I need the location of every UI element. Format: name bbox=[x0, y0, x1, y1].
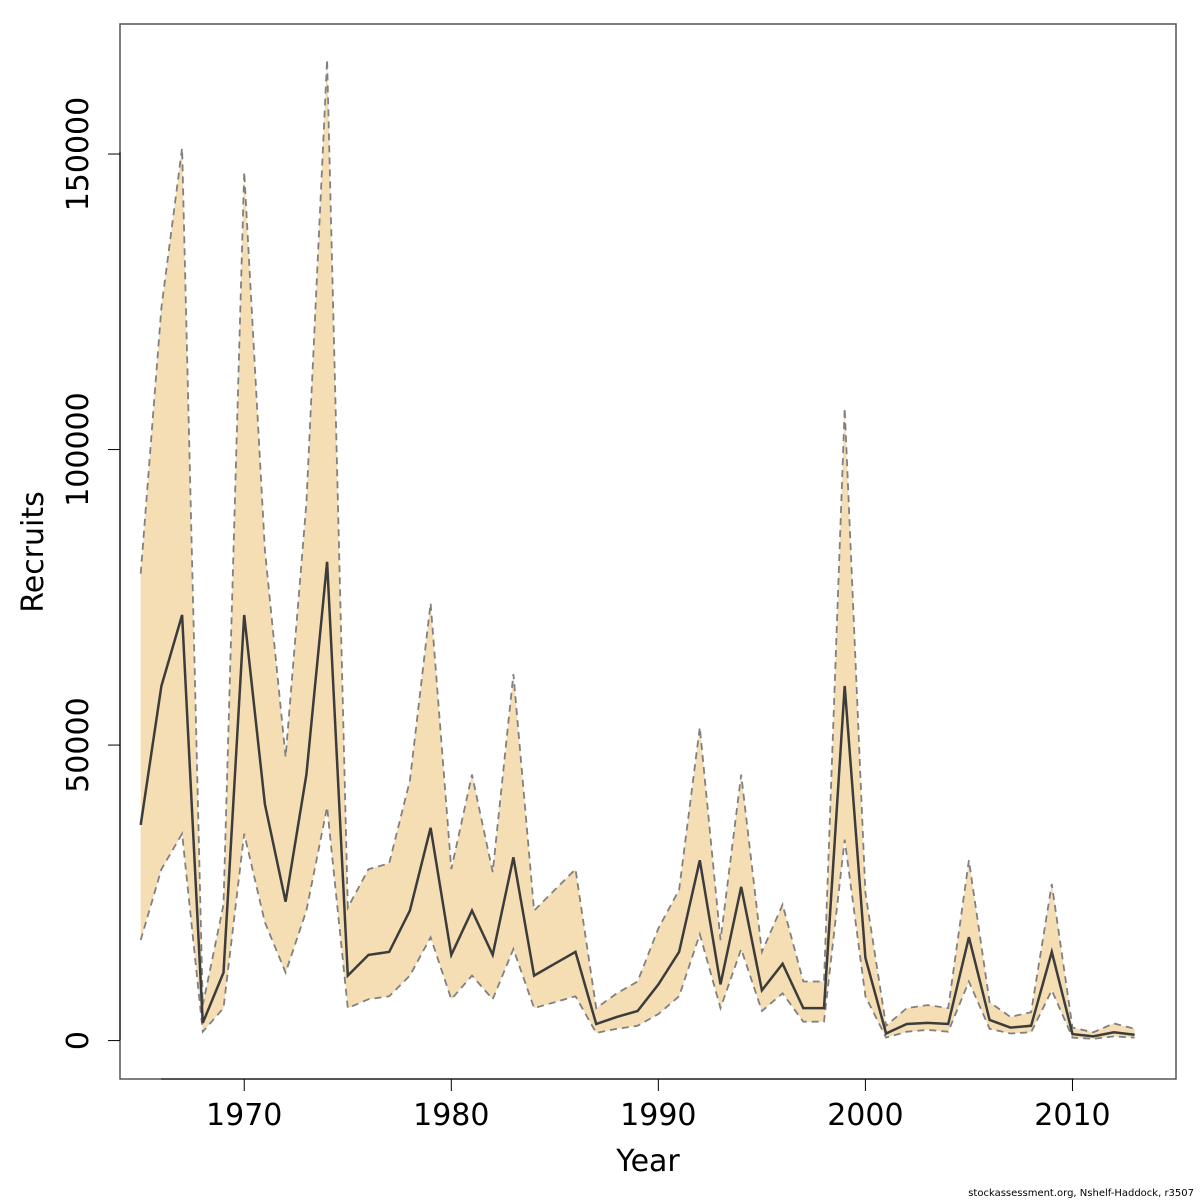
source-caption: stockassessment.org, Nshelf-Haddock, r35… bbox=[968, 1188, 1194, 1199]
recruits-estimate-line bbox=[139, 561, 1135, 1038]
y-tick-label: 100000 bbox=[61, 392, 96, 507]
y-tick-label: 50000 bbox=[61, 697, 96, 792]
y-axis-title: Recruits bbox=[16, 491, 51, 613]
confidence-band-area bbox=[140, 59, 1135, 1039]
estimate-line bbox=[139, 561, 1135, 1038]
confidence-band bbox=[140, 59, 1135, 1039]
y-axis: 0 50000 100000 150000 bbox=[61, 97, 121, 1050]
x-tick-label: 1990 bbox=[620, 1098, 696, 1133]
lower-bound-line bbox=[139, 806, 1135, 1040]
y-tick-label: 150000 bbox=[61, 97, 96, 212]
confidence-bounds bbox=[139, 59, 1135, 1040]
y-tick-label: 0 bbox=[61, 1031, 96, 1050]
x-tick-label: 1980 bbox=[413, 1098, 489, 1133]
x-tick-label: 2010 bbox=[1034, 1098, 1110, 1133]
upper-bound-line bbox=[139, 59, 1135, 1034]
x-axis-title: Year bbox=[615, 1144, 680, 1179]
x-tick-label: 1970 bbox=[206, 1098, 282, 1133]
x-axis: 1970 1980 1990 2000 2010 bbox=[161, 1078, 1111, 1133]
x-tick-label: 2000 bbox=[827, 1098, 903, 1133]
